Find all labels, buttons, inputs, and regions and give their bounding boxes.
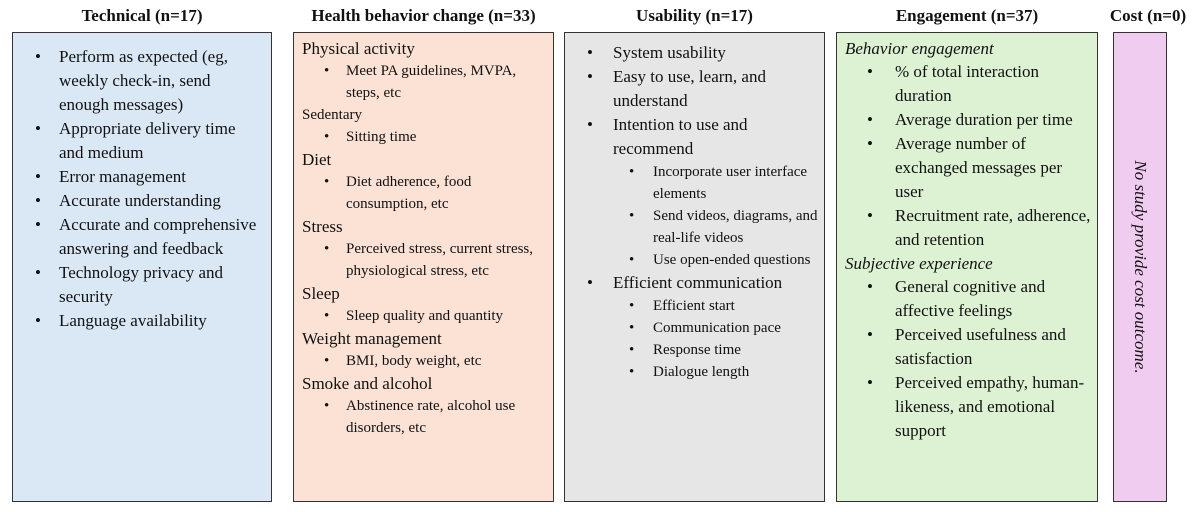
health-behavior-box: Physical activity Meet PA guidelines, MV… [293, 32, 554, 502]
list-item: General cognitive and affective feelings [845, 275, 1091, 323]
list-item: Average duration per time [845, 108, 1091, 132]
usability-list: System usability Easy to use, learn, and… [573, 41, 818, 161]
engagement-title: Engagement (n=37) [895, 6, 1039, 25]
list-item: Response time [573, 339, 818, 361]
category-heading: Diet [302, 150, 332, 169]
usability-title: Usability (n=17) [636, 6, 753, 25]
list-item: Technology privacy and security [29, 261, 263, 309]
engagement-box: Behavior engagement % of total interacti… [836, 32, 1098, 502]
list-item: Incorporate user interface elements [573, 161, 818, 205]
list-item: Perceived empathy, human-likeness, and e… [845, 371, 1091, 443]
category-heading: Physical activity [302, 39, 415, 58]
list-item: Recruitment rate, adherence, and retenti… [845, 204, 1091, 252]
list-item: Average number of exchanged messages per… [845, 132, 1091, 204]
list-item: Sleep quality and quantity [302, 305, 547, 327]
list-item: Use open-ended questions [573, 249, 818, 271]
list-item: Perceived stress, current stress, physio… [302, 238, 547, 282]
list-item: Intention to use and recommend [573, 113, 818, 161]
category-heading: Stress [302, 217, 343, 236]
list-item: Sitting time [302, 126, 547, 148]
category-heading: Smoke and alcohol [302, 374, 433, 393]
category-heading: Weight management [302, 329, 442, 348]
list-item: Communication pace [573, 317, 818, 339]
list-item: Send videos, diagrams, and real-life vid… [573, 205, 818, 249]
list-item: Meet PA guidelines, MVPA, steps, etc [302, 60, 547, 104]
category-heading: Sleep [302, 284, 340, 303]
category-heading: Subjective experience [845, 254, 993, 273]
health-behavior-title: Health behavior change (n=33) [311, 6, 536, 25]
technical-box: Perform as expected (eg, weekly check-in… [12, 32, 272, 502]
usability-box: System usability Easy to use, learn, and… [564, 32, 825, 502]
list-item: Perform as expected (eg, weekly check-in… [29, 45, 263, 117]
list-item: Language availability [29, 309, 263, 333]
list-item: Abstinence rate, alcohol use disorders, … [302, 395, 547, 439]
cost-box: No study provide cost outcome. [1113, 32, 1167, 502]
list-item: Dialogue length [573, 361, 818, 383]
list-item: Accurate and comprehensive answering and… [29, 213, 263, 261]
cost-note: No study provide cost outcome. [1131, 160, 1150, 374]
technical-list: Perform as expected (eg, weekly check-in… [29, 45, 263, 333]
list-item: Error management [29, 165, 263, 189]
list-item: Perceived usefulness and satisfaction [845, 323, 1091, 371]
list-item: Efficient start [573, 295, 818, 317]
list-item: Efficient communication [573, 271, 818, 295]
list-item: Easy to use, learn, and understand [573, 65, 818, 113]
category-heading: Sedentary [302, 107, 362, 123]
category-heading: Behavior engagement [845, 39, 994, 58]
list-item: System usability [573, 41, 818, 65]
list-item: Accurate understanding [29, 189, 263, 213]
technical-title: Technical (n=17) [81, 6, 203, 25]
list-item: BMI, body weight, etc [302, 350, 547, 372]
cost-title: Cost (n=0) [1109, 6, 1187, 25]
list-item: Appropriate delivery time and medium [29, 117, 263, 165]
list-item: Diet adherence, food consumption, etc [302, 171, 547, 215]
list-item: % of total interaction duration [845, 60, 1091, 108]
